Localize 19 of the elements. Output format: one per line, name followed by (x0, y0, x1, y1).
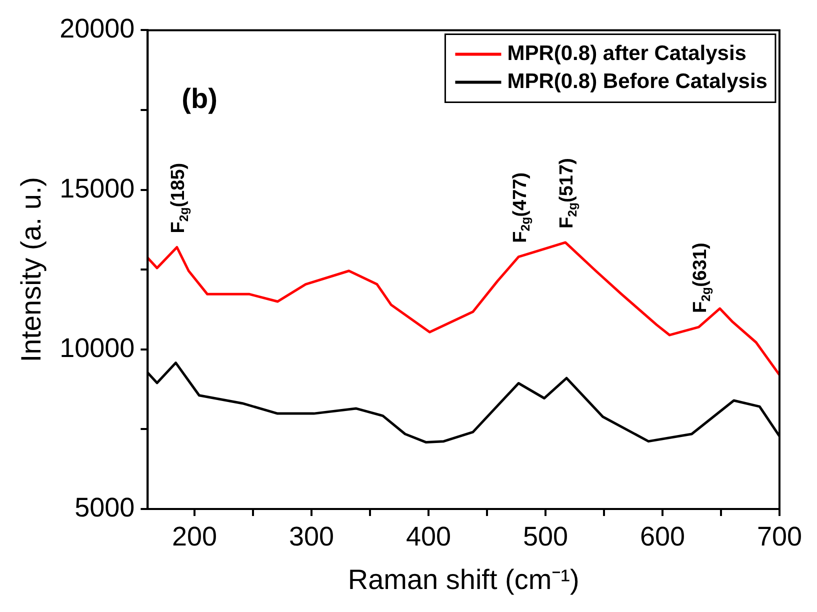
annotation: F2g(517) (556, 158, 580, 228)
annotation: F2g(477) (510, 172, 533, 243)
y-tick-label: 5000 (74, 492, 135, 522)
y-axis-title: Intensity (a. u.) (16, 177, 47, 362)
x-tick-label: 700 (756, 522, 802, 552)
annotation: F2g(631) (690, 242, 713, 314)
legend-label: MPR(0.8) Before Catalysis (507, 70, 768, 93)
x-tick-label: 400 (406, 522, 452, 552)
x-tick-label: 300 (288, 522, 334, 552)
y-tick-label: 15000 (60, 173, 135, 204)
annotation: F2g(185) (168, 162, 192, 234)
annotation: (b) (182, 82, 218, 114)
x-axis-title: Raman shift (cm⁻¹) (348, 564, 580, 595)
x-tick-label: 600 (640, 522, 686, 552)
y-tick-label: 10000 (60, 332, 135, 363)
x-tick-label: 500 (522, 522, 568, 552)
y-tick-label: 20000 (60, 14, 135, 44)
legend-label: MPR(0.8) after Catalysis (507, 42, 746, 65)
x-tick-label: 200 (172, 522, 218, 552)
